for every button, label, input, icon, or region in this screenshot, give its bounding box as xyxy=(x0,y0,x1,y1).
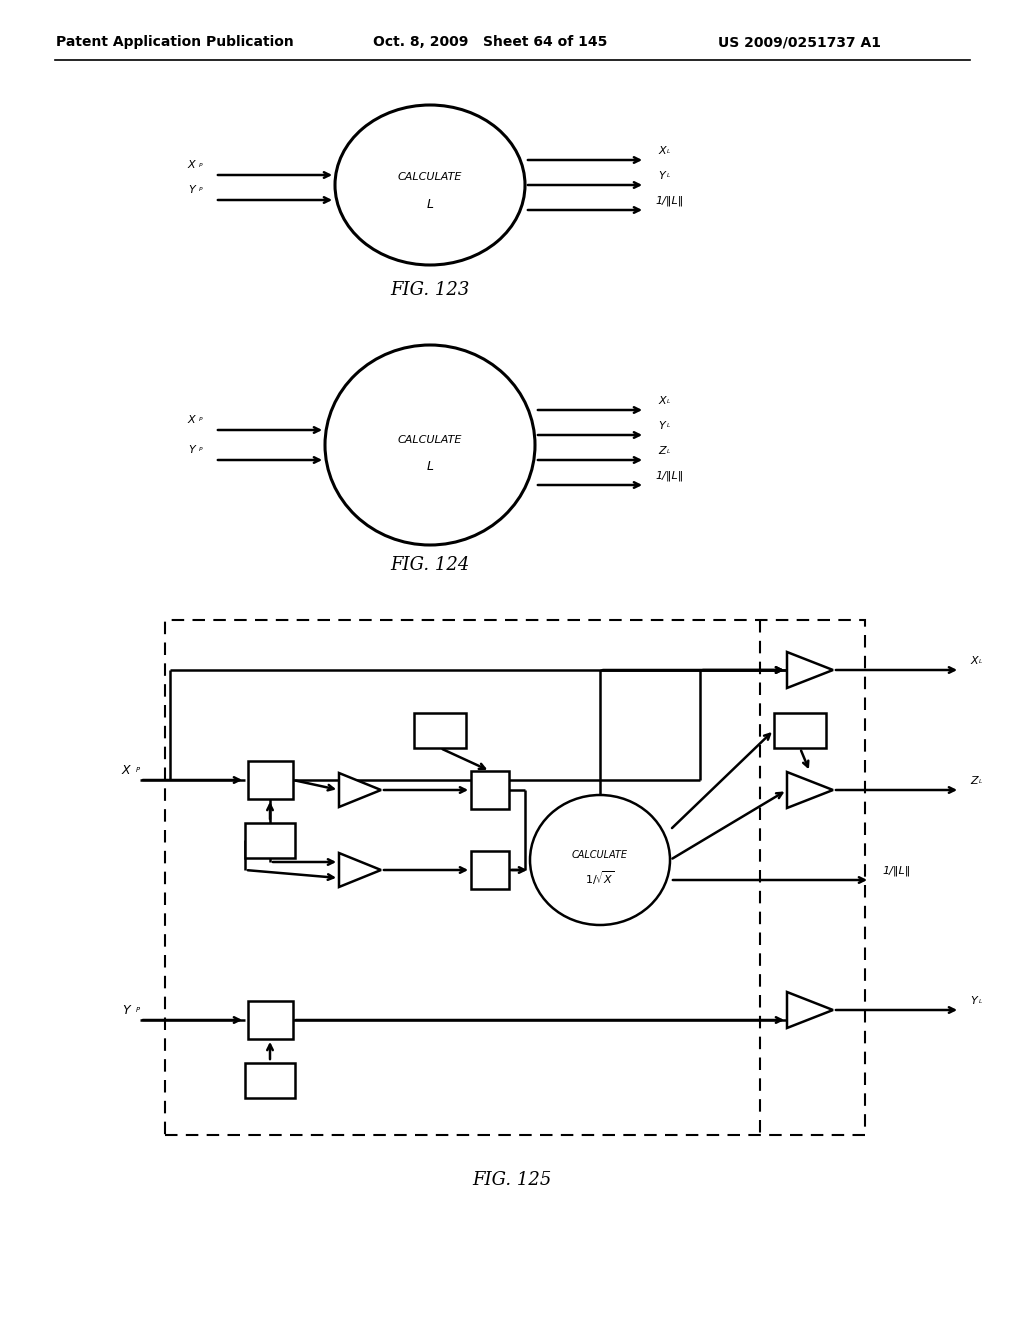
Text: $_L$: $_L$ xyxy=(666,172,671,181)
Text: *: * xyxy=(807,785,813,795)
Bar xyxy=(471,851,509,888)
Text: Z: Z xyxy=(970,776,978,785)
Text: L: L xyxy=(427,461,433,474)
Text: Y: Y xyxy=(970,997,977,1006)
Bar xyxy=(245,822,295,858)
Text: +: + xyxy=(482,861,498,879)
Polygon shape xyxy=(339,774,381,807)
Bar xyxy=(248,1001,293,1039)
Bar xyxy=(471,771,509,809)
Text: Y: Y xyxy=(658,421,665,432)
Text: 1/‖L‖: 1/‖L‖ xyxy=(655,471,683,482)
Text: $K_3$: $K_3$ xyxy=(432,722,447,738)
Text: +: + xyxy=(482,781,498,799)
Text: 1/‖L‖: 1/‖L‖ xyxy=(655,195,683,206)
Text: $_L$: $_L$ xyxy=(978,656,983,665)
Text: $_L$: $_L$ xyxy=(666,147,671,156)
Text: $_P$: $_P$ xyxy=(198,416,204,425)
Text: L: L xyxy=(427,198,433,211)
Text: FIG. 125: FIG. 125 xyxy=(472,1171,552,1189)
Text: X: X xyxy=(970,656,978,667)
Ellipse shape xyxy=(335,106,525,265)
Text: $_P$: $_P$ xyxy=(198,161,204,169)
Text: $_L$: $_L$ xyxy=(666,446,671,455)
Bar xyxy=(248,762,293,799)
Text: US 2009/0251737 A1: US 2009/0251737 A1 xyxy=(719,36,882,49)
Text: X: X xyxy=(122,763,130,776)
Text: Oct. 8, 2009   Sheet 64 of 145: Oct. 8, 2009 Sheet 64 of 145 xyxy=(373,36,607,49)
Text: $_P$: $_P$ xyxy=(135,766,141,775)
Text: FIG. 124: FIG. 124 xyxy=(390,556,470,574)
Text: 1/‖L‖: 1/‖L‖ xyxy=(882,866,910,876)
Bar xyxy=(774,713,826,747)
Text: CALCULATE: CALCULATE xyxy=(397,172,462,182)
Text: FIG. 123: FIG. 123 xyxy=(390,281,470,300)
Text: $_L$: $_L$ xyxy=(978,776,983,785)
Text: $_L$: $_L$ xyxy=(666,396,671,405)
Text: *: * xyxy=(807,1005,813,1015)
Text: $K_4$: $K_4$ xyxy=(793,722,808,738)
Polygon shape xyxy=(787,652,833,688)
Text: $_P$: $_P$ xyxy=(198,186,204,194)
Text: X: X xyxy=(658,147,666,156)
Text: $K_1$: $K_1$ xyxy=(262,833,278,847)
Polygon shape xyxy=(339,853,381,887)
Text: *: * xyxy=(807,665,813,675)
Bar xyxy=(165,620,865,1135)
Bar xyxy=(245,1063,295,1097)
Text: $_L$: $_L$ xyxy=(666,421,671,430)
Text: CALCULATE: CALCULATE xyxy=(397,436,462,445)
Text: Y: Y xyxy=(123,1003,130,1016)
Text: $K_2$: $K_2$ xyxy=(262,1072,278,1088)
Text: $_L$: $_L$ xyxy=(978,997,983,1006)
Text: *: * xyxy=(357,865,362,875)
Text: *: * xyxy=(357,785,362,795)
Text: X: X xyxy=(658,396,666,407)
Polygon shape xyxy=(787,993,833,1028)
Ellipse shape xyxy=(530,795,670,925)
Text: Y: Y xyxy=(188,185,195,195)
Ellipse shape xyxy=(325,345,535,545)
Text: $_P$: $_P$ xyxy=(198,446,204,454)
Text: Z: Z xyxy=(658,446,666,455)
Text: -: - xyxy=(266,1011,273,1030)
Text: $1/\sqrt{X}$: $1/\sqrt{X}$ xyxy=(586,869,614,887)
Text: -: - xyxy=(266,771,273,789)
Polygon shape xyxy=(787,772,833,808)
Text: Y: Y xyxy=(188,445,195,455)
Text: X: X xyxy=(187,160,195,170)
Bar xyxy=(414,713,466,747)
Text: $_P$: $_P$ xyxy=(135,1005,141,1015)
Text: X: X xyxy=(187,414,195,425)
Text: Patent Application Publication: Patent Application Publication xyxy=(56,36,294,49)
Text: CALCULATE: CALCULATE xyxy=(572,850,628,861)
Text: Y: Y xyxy=(658,172,665,181)
